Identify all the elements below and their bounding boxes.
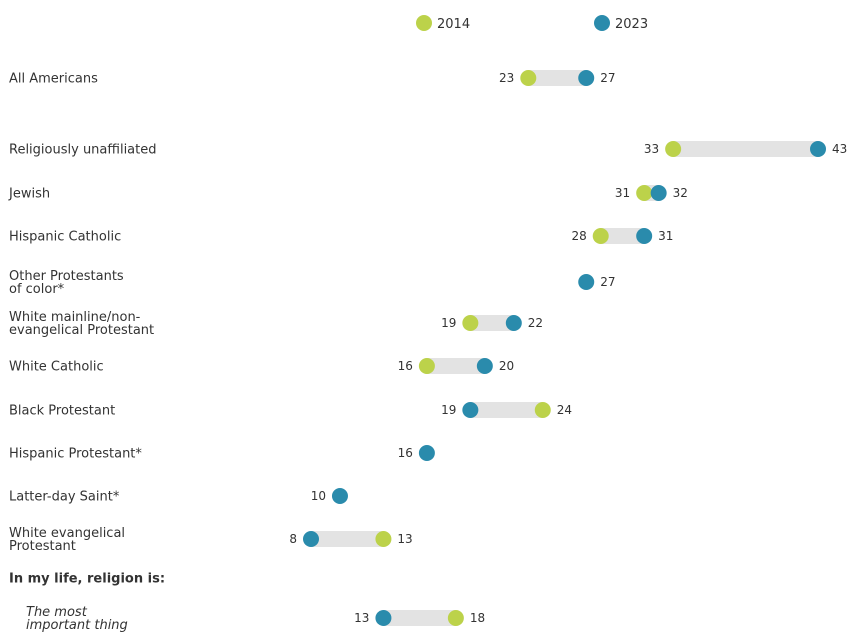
dot-2014 <box>418 358 435 374</box>
chart-row: Jewish 31 32 <box>8 185 688 202</box>
range-bar <box>470 315 514 331</box>
range-bar <box>426 358 485 374</box>
dot-2014 <box>534 402 551 418</box>
chart-row: Latter-day Saint* 10 <box>9 488 348 505</box>
dot-2023 <box>375 610 392 626</box>
dot-2023 <box>578 274 595 290</box>
dot-2023 <box>303 531 319 547</box>
value-label-2023: 10 <box>311 489 326 503</box>
chart-row: Religiously unaffiliated 33 43 <box>9 141 847 158</box>
dot-2023 <box>476 358 493 374</box>
category-label: Jewish <box>8 187 50 202</box>
legend-label-2023: 2023 <box>615 17 648 32</box>
chart-rows: All Americans 23 27 Religiously unaffiliate… <box>8 70 847 633</box>
value-label-2023: 20 <box>499 359 514 373</box>
value-label-2014: 23 <box>499 71 514 85</box>
chart-row: White mainline/non-evangelical Protestan… <box>9 310 543 338</box>
dot-2014 <box>636 185 653 201</box>
chart-row: Black Protestant 19 24 <box>9 402 572 419</box>
dot-2023 <box>650 185 667 201</box>
dot-2014 <box>462 315 479 331</box>
dot-2023 <box>462 402 479 418</box>
value-label-2023: 19 <box>441 403 456 417</box>
dot-2023 <box>505 315 522 331</box>
category-label: Latter-day Saint* <box>9 490 120 505</box>
dot-2023 <box>636 228 653 244</box>
dot-2023 <box>418 445 435 461</box>
category-label: Religiously unaffiliated <box>9 143 157 158</box>
legend: 2014 2023 <box>416 15 648 32</box>
value-label-2014: 19 <box>441 316 456 330</box>
range-bar <box>470 402 543 418</box>
category-label: Hispanic Protestant* <box>9 447 142 462</box>
legend-marker-2014 <box>416 15 432 31</box>
chart-row: All Americans 23 27 <box>9 70 616 87</box>
dot-2023 <box>578 70 595 86</box>
category-label: Hispanic Catholic <box>9 230 121 245</box>
value-label-2023: 27 <box>600 275 615 289</box>
range-bar <box>673 141 819 157</box>
category-label: White Catholic <box>9 360 104 375</box>
value-label-2014: 24 <box>557 403 572 417</box>
chart-row: Other Protestants of color* 27 <box>9 269 616 297</box>
value-label-2014: 33 <box>644 142 659 156</box>
value-label-2023: 32 <box>673 186 688 200</box>
legend-label-2014: 2014 <box>437 17 470 32</box>
chart-row: White evangelical Protestant 8 13 <box>9 526 413 554</box>
category-label: White mainline/non-evangelical Protestan… <box>9 310 154 338</box>
category-label: Other Protestants of color* <box>9 269 124 297</box>
value-label-2014: 13 <box>397 532 412 546</box>
value-label-2014: 28 <box>571 229 586 243</box>
range-bar <box>311 531 384 547</box>
value-label-2023: 16 <box>398 446 413 460</box>
category-label: Black Protestant <box>9 404 115 419</box>
value-label-2023: 8 <box>289 532 297 546</box>
category-label: The most important thing <box>26 605 128 633</box>
dot-2014 <box>375 531 392 547</box>
value-label-2023: 43 <box>832 142 847 156</box>
range-bar <box>528 70 587 86</box>
dot-2014 <box>520 70 537 86</box>
value-label-2014: 31 <box>615 186 630 200</box>
chart-row: In my life, religion is: <box>9 572 165 587</box>
category-label: White evangelical Protestant <box>9 526 125 554</box>
value-label-2014: 18 <box>470 611 485 625</box>
chart-row: The most important thing 13 18 <box>26 605 485 633</box>
dot-2014 <box>447 610 464 626</box>
dot-2023 <box>331 488 348 504</box>
value-label-2023: 31 <box>658 229 673 243</box>
value-label-2023: 22 <box>528 316 543 330</box>
chart-row: Hispanic Catholic 28 31 <box>9 228 673 245</box>
dot-2023 <box>810 141 827 157</box>
value-label-2023: 13 <box>354 611 369 625</box>
dot-2014 <box>592 228 609 244</box>
range-bar <box>600 228 645 244</box>
legend-marker-2023 <box>594 15 610 31</box>
value-label-2023: 27 <box>600 71 615 85</box>
range-bar <box>383 610 456 626</box>
chart-row: Hispanic Protestant* 16 <box>9 445 435 462</box>
value-label-2014: 16 <box>398 359 413 373</box>
chart-row: White Catholic 16 20 <box>9 358 514 375</box>
dot-2014 <box>665 141 682 157</box>
category-label: In my life, religion is: <box>9 572 165 587</box>
category-label: All Americans <box>9 72 98 87</box>
